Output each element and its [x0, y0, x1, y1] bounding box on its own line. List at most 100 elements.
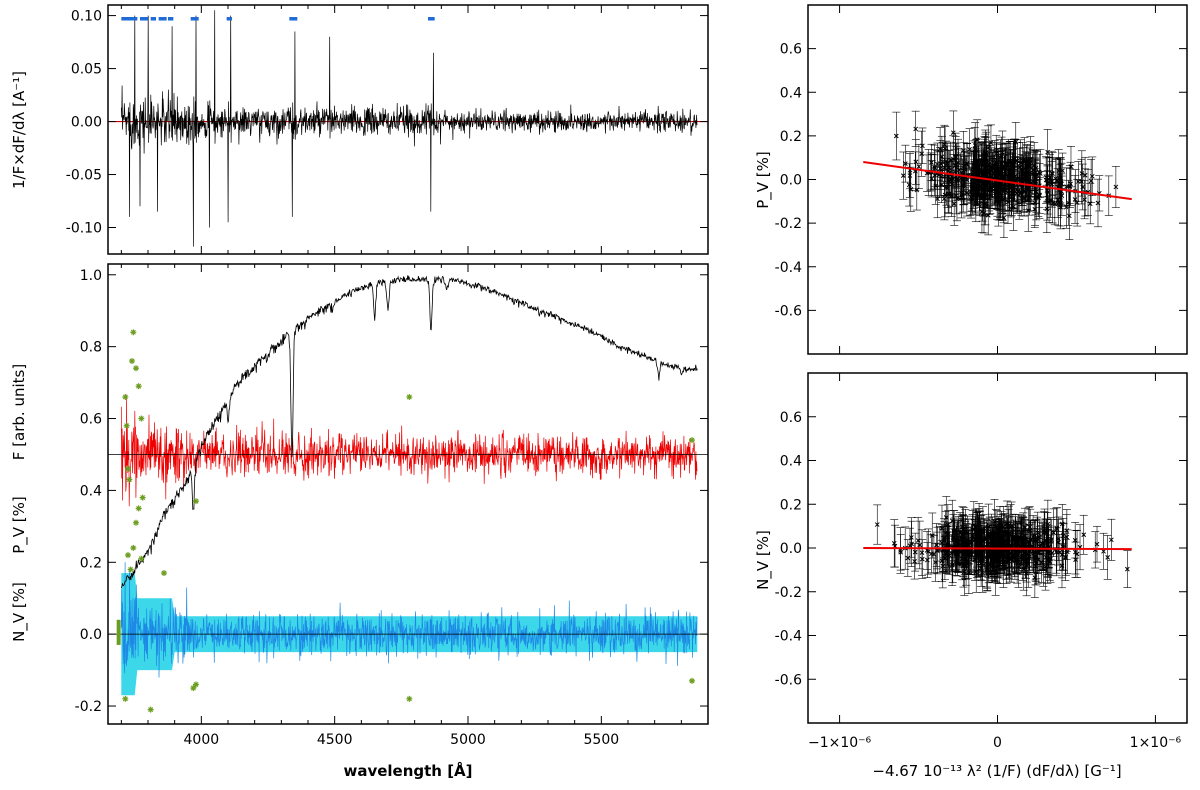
scatter-point [1062, 167, 1071, 206]
marker-stroke [919, 151, 925, 157]
scatter-point [1066, 161, 1075, 206]
marker-stroke [950, 130, 956, 136]
scatter-point [905, 153, 914, 198]
derivative-panel: 0.10 0.05 0.00 -0.05 -0.10 1/F×dF/dλ [A⁻¹] [10, 4, 709, 255]
marker-stroke [967, 146, 972, 152]
marker-stroke [1066, 213, 1072, 219]
marker-stroke [1013, 139, 1019, 145]
null-outlier [133, 519, 139, 526]
scatter-point [946, 161, 955, 198]
derivative-series [120, 10, 698, 247]
scatter-point [1111, 166, 1120, 208]
stokes-v-outlier [689, 437, 695, 444]
scatter-point [978, 552, 987, 593]
marker-stroke [942, 146, 948, 151]
marker-stroke [942, 196, 947, 202]
marker-stroke [1072, 197, 1078, 202]
marker-stroke [981, 186, 987, 192]
null-series [120, 562, 698, 678]
y-tick-label: 0.00 [71, 115, 102, 131]
marker-stroke [1033, 176, 1039, 182]
marker-stroke [1057, 178, 1062, 183]
scatter-point [1058, 152, 1067, 189]
marker-stroke [1064, 184, 1069, 189]
stokes-v-outlier [123, 422, 130, 429]
scatter-point [1074, 161, 1083, 202]
marker-stroke [1045, 149, 1050, 155]
marker-stroke [1079, 171, 1085, 176]
derivative-y-ticks: 0.10 0.05 0.00 -0.05 -0.10 [66, 5, 708, 254]
pv-scatter-y-label: P_V [%] [754, 151, 773, 209]
stokes-v-outlier [139, 494, 146, 501]
marker-stroke [1006, 174, 1011, 179]
scatter-point [1036, 149, 1045, 198]
scatter-point [952, 177, 961, 215]
marker-stroke [1125, 566, 1130, 572]
marker-stroke [1032, 174, 1038, 180]
spectrum-y-ticks: 1.0 0.8 0.6 0.4 0.2 0.0 -0.2 [75, 268, 708, 715]
flux-series [120, 275, 698, 589]
marker-stroke [874, 522, 880, 527]
marker-stroke [1020, 187, 1026, 193]
x-tick-label: 4500 [317, 732, 353, 748]
spectrum-panel: 1.00.80.60.40.20.0-0.2 4000 4500 5000 5500 … [10, 263, 709, 780]
spectrum-y-label-f: F [arb. units] [10, 364, 28, 460]
marker-stroke [138, 416, 144, 422]
marker-stroke [916, 164, 922, 169]
pv-scatter-panel: 0.6 0.4 0.2 0.0 -0.2 -0.4 -0.6 P_V [%] [754, 4, 1188, 355]
scatter-point [911, 139, 920, 185]
marker-stroke [914, 187, 920, 193]
marker-stroke [1081, 532, 1087, 538]
scatter-point [1080, 180, 1089, 220]
marker-stroke [1105, 555, 1111, 560]
marker-stroke [1030, 171, 1035, 177]
stokes-v-outlier [406, 393, 413, 400]
scatter-point [986, 124, 995, 161]
marker-stroke [951, 201, 957, 207]
marker-stroke [953, 155, 958, 160]
marker-stroke [129, 358, 135, 364]
scatter-point [924, 528, 933, 575]
y-tick-label: -0.2 [775, 216, 802, 232]
marker-stroke [1048, 197, 1053, 203]
marker-stroke [1045, 521, 1051, 527]
spectrum-y-label-pv: P_V [%] [10, 496, 29, 554]
marker-stroke [161, 570, 167, 576]
y-tick-label: 0.2 [80, 555, 102, 571]
stokes-v-outlier [138, 415, 145, 422]
scatter-point [1021, 533, 1030, 579]
y-tick-label: -0.6 [775, 303, 802, 319]
scatter-point [985, 151, 994, 195]
marker-stroke [130, 545, 136, 551]
marker-stroke [946, 191, 952, 197]
scatter-point [1028, 153, 1037, 195]
null-outlier [147, 706, 154, 713]
stokes-v-outlier [125, 465, 131, 472]
stokes-v-series [120, 394, 698, 507]
scatter-point [918, 127, 927, 164]
marker-stroke [124, 423, 130, 429]
stokes-v-outlier [122, 393, 129, 400]
scatter-point [1077, 150, 1086, 197]
scatter-point [1086, 183, 1095, 225]
marker-stroke [920, 143, 925, 149]
null-outlier [161, 570, 167, 577]
marker-stroke [972, 143, 978, 148]
marker-stroke [136, 383, 142, 389]
stokes-v-outlier [129, 358, 135, 365]
marker-stroke [1011, 204, 1016, 210]
scatter-point [991, 166, 1000, 203]
marker-stroke [974, 165, 980, 171]
scatter-point [1055, 157, 1064, 204]
marker-stroke [1037, 171, 1043, 176]
marker-stroke [1035, 557, 1041, 563]
marker-stroke [993, 182, 999, 188]
stokes-v-outlier [130, 329, 137, 336]
marker-stroke [133, 520, 139, 526]
marker-stroke [953, 193, 959, 198]
marker-stroke [945, 542, 951, 547]
stokes-v-outlier [193, 498, 199, 505]
y-tick-label: -0.4 [775, 260, 802, 276]
scatter-point [1048, 183, 1057, 224]
stokes-v-outlier [135, 383, 142, 390]
